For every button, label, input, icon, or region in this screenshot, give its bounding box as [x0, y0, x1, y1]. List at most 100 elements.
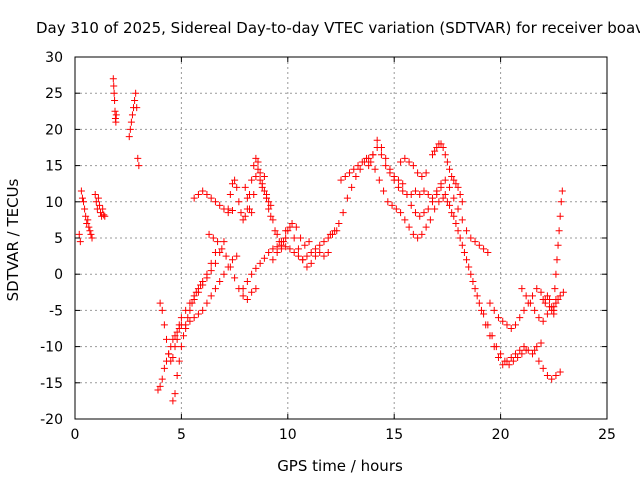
data-point [405, 158, 413, 166]
data-point [448, 209, 456, 217]
y-tick-label: -20 [40, 412, 63, 428]
data-point [248, 288, 256, 296]
series-seg-g [241, 158, 275, 217]
data-point [554, 296, 562, 304]
data-point [471, 238, 479, 246]
data-point [297, 234, 305, 242]
y-axis-label: SDTVAR / TECUs [4, 178, 22, 301]
data-point [458, 241, 466, 249]
data-point [514, 353, 522, 361]
series-seg-l [337, 154, 545, 369]
data-point [271, 227, 279, 235]
data-point [100, 211, 108, 219]
data-point [258, 180, 266, 188]
y-tick-label: -15 [40, 376, 63, 392]
data-point [286, 223, 294, 231]
data-point [399, 180, 407, 188]
data-point [522, 292, 530, 300]
data-point [518, 285, 526, 293]
data-point [409, 162, 417, 170]
data-point [541, 299, 549, 307]
data-point [228, 256, 236, 264]
series-seg-e [205, 230, 260, 304]
data-point [337, 176, 345, 184]
data-point [177, 343, 185, 351]
data-point [477, 306, 485, 314]
data-point [543, 310, 551, 318]
data-point [537, 288, 545, 296]
data-point [203, 299, 211, 307]
data-point [158, 306, 166, 314]
data-point [303, 263, 311, 271]
data-point [260, 254, 268, 262]
data-point [365, 162, 373, 170]
data-point [397, 209, 405, 217]
data-point [551, 285, 559, 293]
data-point [450, 176, 458, 184]
data-point [91, 191, 99, 199]
data-point [167, 357, 175, 365]
data-point [135, 162, 143, 170]
data-point [154, 386, 162, 394]
y-tick-label: 25 [45, 86, 63, 102]
data-point [111, 96, 119, 104]
data-point [222, 252, 230, 260]
data-point [460, 248, 468, 256]
data-point [128, 111, 136, 119]
data-point [254, 165, 262, 173]
data-point [490, 306, 498, 314]
data-point [557, 198, 565, 206]
data-point [292, 223, 300, 231]
data-point [211, 198, 219, 206]
data-point [228, 206, 236, 214]
data-point [233, 183, 241, 191]
data-point [286, 245, 294, 253]
data-point [171, 343, 179, 351]
data-point [443, 198, 451, 206]
data-point [284, 227, 292, 235]
data-point [205, 230, 213, 238]
series-seg-m [365, 136, 492, 256]
data-point [375, 176, 383, 184]
data-point [467, 270, 475, 278]
data-point [458, 198, 466, 206]
data-point [441, 191, 449, 199]
data-point [331, 227, 339, 235]
data-point [450, 212, 458, 220]
data-point [316, 241, 324, 249]
data-point [486, 299, 494, 307]
data-point [480, 310, 488, 318]
data-point [371, 165, 379, 173]
x-tick-label: 20 [492, 427, 510, 443]
data-point [388, 201, 396, 209]
y-tick-label: -10 [40, 340, 63, 356]
data-point [392, 205, 400, 213]
data-point [401, 216, 409, 224]
data-point [484, 248, 492, 256]
data-point [158, 375, 166, 383]
y-tick-label: 10 [45, 195, 63, 211]
data-point [505, 361, 513, 369]
series-seg-j [263, 194, 313, 253]
data-point [465, 263, 473, 271]
data-point [452, 180, 460, 188]
data-point [356, 165, 364, 173]
data-point [535, 314, 543, 322]
data-point [511, 321, 519, 329]
data-point [320, 252, 328, 260]
series-seg-t [550, 187, 567, 314]
series-seg-early-4 [125, 89, 143, 170]
series-seg-p [486, 285, 558, 332]
data-point [125, 133, 133, 141]
data-point [269, 245, 277, 253]
data-point [352, 172, 360, 180]
y-tick-label: 15 [45, 159, 63, 175]
data-point [110, 82, 118, 90]
data-point [418, 230, 426, 238]
data-point [439, 144, 447, 151]
data-point [559, 288, 567, 296]
data-point [386, 165, 394, 173]
data-point [454, 183, 462, 191]
data-point [326, 230, 334, 238]
data-point [250, 191, 258, 199]
